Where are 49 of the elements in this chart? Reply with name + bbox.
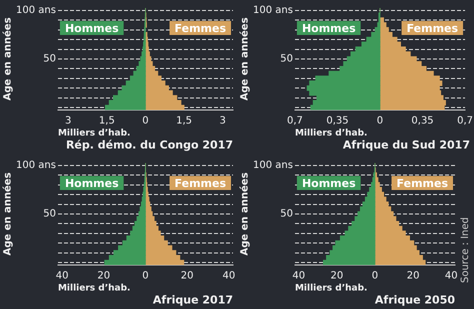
x-axis-title: Milliers d’hab. bbox=[58, 128, 130, 139]
text: Femmes bbox=[174, 22, 226, 35]
text: Afrique 2017 bbox=[152, 293, 233, 306]
text: Rép. démo. du Congo 2017 bbox=[66, 138, 233, 152]
text: Afrique du Sud 2017 bbox=[342, 138, 470, 152]
x-tick-label: 0,35 bbox=[326, 116, 349, 127]
y-tick-label: 50 bbox=[280, 208, 293, 220]
x-tick-label: 1,5 bbox=[176, 116, 192, 127]
text: Hommes bbox=[64, 176, 120, 190]
x-tick-label: 40 bbox=[444, 270, 458, 282]
x-tick-label: 0,35 bbox=[411, 116, 434, 127]
x-tick-label: 3 bbox=[220, 116, 226, 127]
x-tick-label: 0,7 bbox=[286, 116, 303, 127]
series-label: Hommes bbox=[302, 176, 356, 190]
y-axis-title: Age en années bbox=[2, 17, 14, 101]
x-tick-label: 20 bbox=[330, 270, 344, 282]
text: Hommes bbox=[64, 22, 120, 35]
text: Femmes bbox=[174, 176, 226, 190]
y-tick-label: 100 ans bbox=[252, 160, 293, 172]
x-tick-label: 0 bbox=[142, 270, 149, 282]
y-tick-label: 100 ans bbox=[252, 5, 293, 16]
y-axis-title: Age en années bbox=[2, 172, 14, 256]
y-tick-label: 50 bbox=[43, 54, 56, 65]
x-tick-label: 0 bbox=[372, 270, 378, 282]
x-tick-label: 1,5 bbox=[98, 116, 115, 127]
x-tick-label: 20 bbox=[406, 270, 420, 282]
series-label: Hommes bbox=[302, 22, 356, 35]
x-axis-title: Milliers d’hab. bbox=[58, 284, 130, 294]
x-tick-label: 20 bbox=[97, 270, 110, 282]
y-axis-title: Age en années bbox=[240, 172, 251, 256]
y-axis-title: Age en années bbox=[240, 17, 251, 101]
x-tick-label: 40 bbox=[222, 270, 236, 282]
x-tick-label: 40 bbox=[292, 270, 306, 282]
source-note: Source : Ined bbox=[460, 217, 471, 283]
x-tick-label: 0 bbox=[142, 116, 149, 127]
x-tick-label: 40 bbox=[56, 270, 68, 282]
x-axis-title: Milliers d’hab. bbox=[294, 128, 368, 139]
series-label: Femmes bbox=[396, 176, 448, 190]
text: Afrique 2050 bbox=[374, 293, 456, 306]
y-tick-label: 50 bbox=[43, 208, 56, 220]
y-tick-label: 100 ans bbox=[16, 160, 56, 172]
y-tick-label: 50 bbox=[280, 54, 293, 65]
x-tick-label: 3 bbox=[65, 116, 72, 127]
y-tick-label: 100 ans bbox=[16, 5, 56, 16]
x-tick-label: 0,7 bbox=[457, 116, 473, 127]
x-tick-label: 20 bbox=[180, 270, 194, 282]
x-axis-title: Milliers d’hab. bbox=[294, 284, 368, 294]
series-label: Femmes bbox=[406, 22, 458, 35]
x-tick-label: 0 bbox=[376, 116, 384, 127]
